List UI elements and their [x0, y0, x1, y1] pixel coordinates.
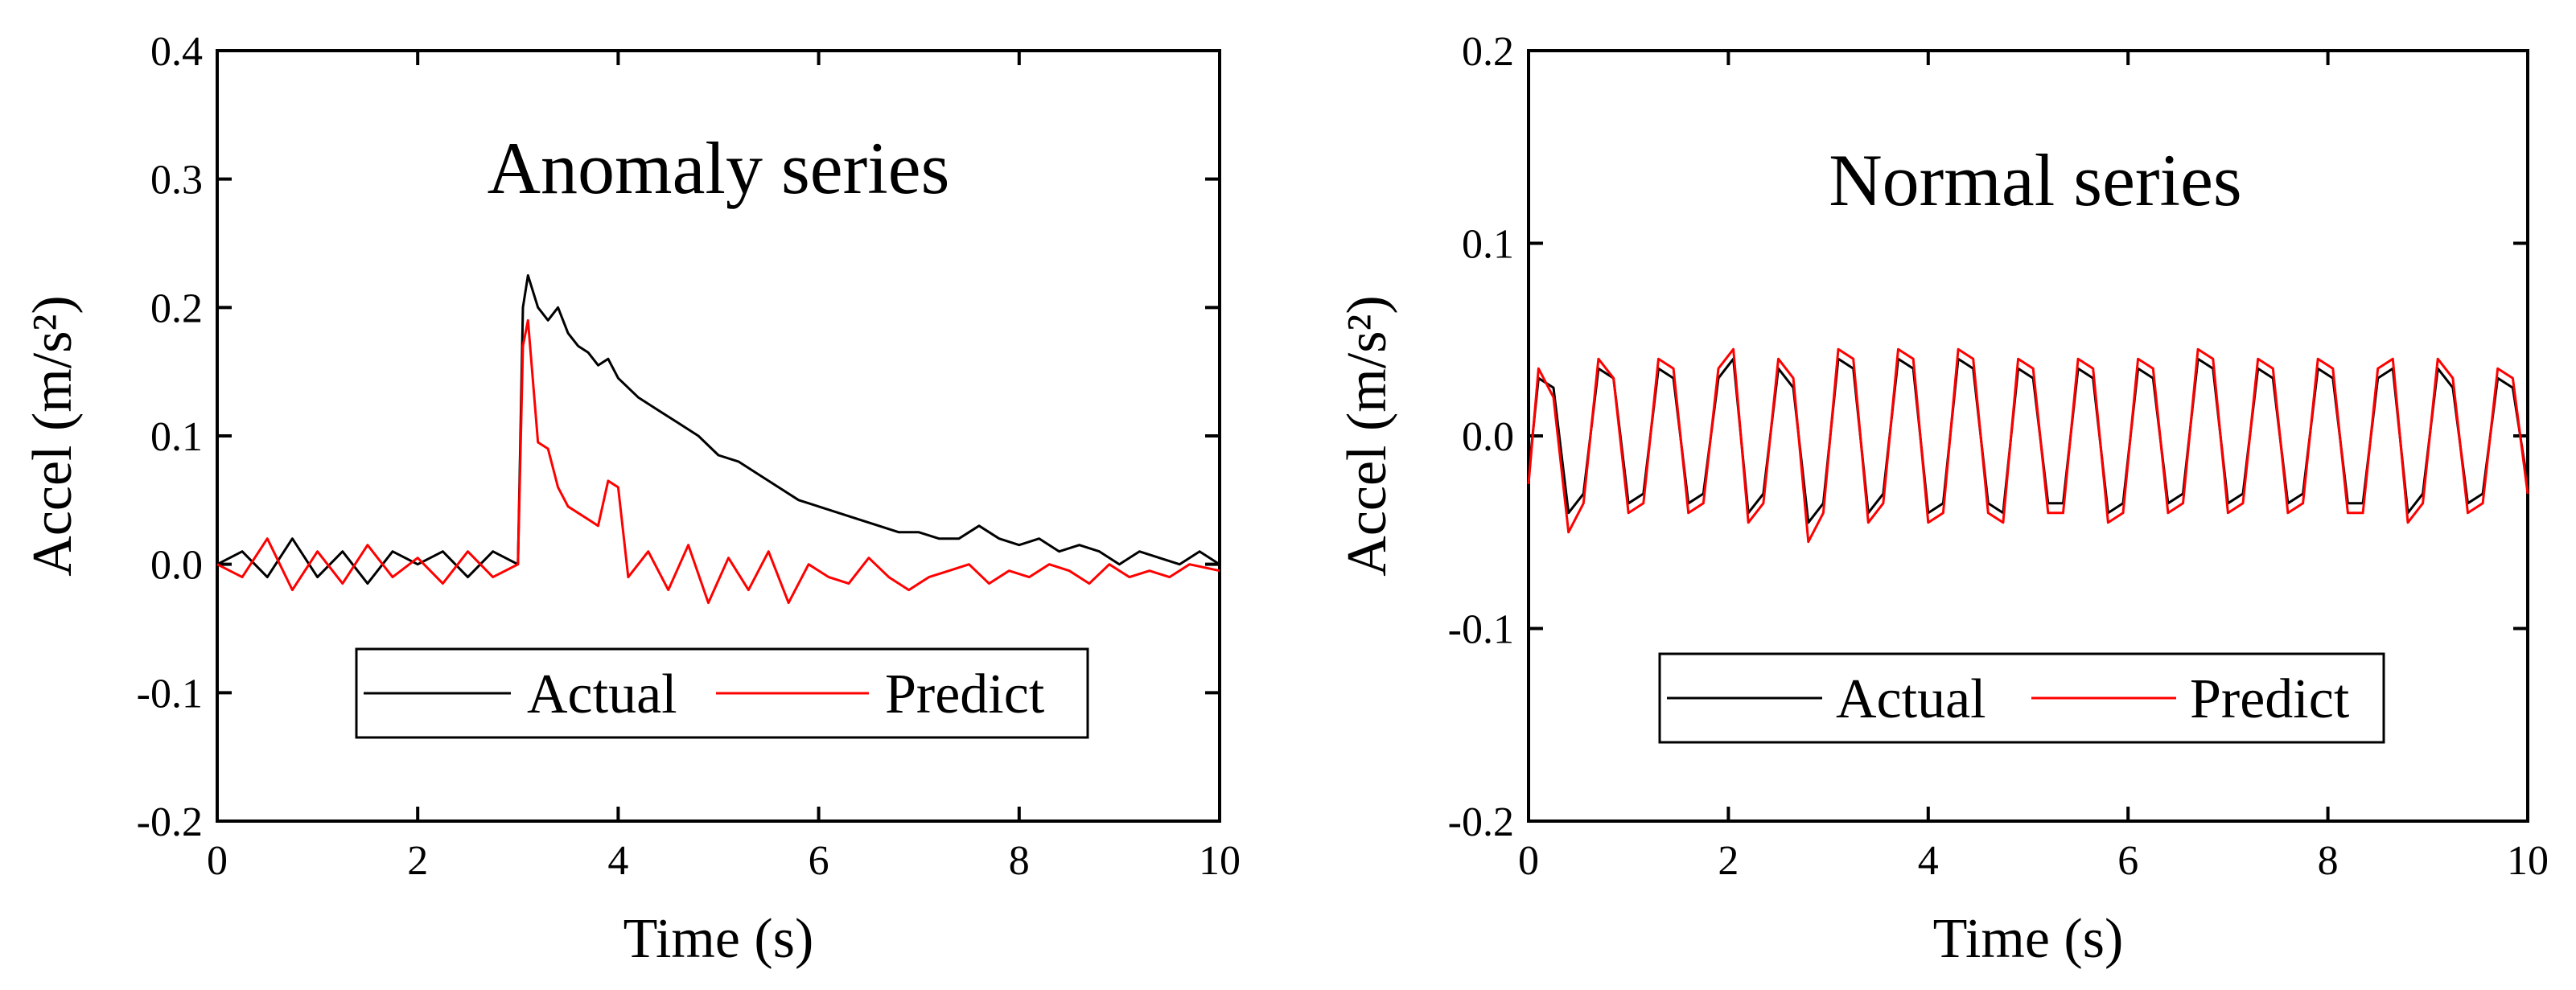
normal-ytick-0p2-label: 0.2: [1462, 29, 1514, 75]
anomaly-xtick-4-label: 4: [607, 838, 628, 884]
normal-legend: Actual Predict: [1658, 652, 2385, 744]
normal-xtick-8-label: 8: [2318, 838, 2339, 884]
normal-ytick-m0p1-label: -0.1: [1448, 607, 1514, 653]
anomaly-x-axis-title: Time (s): [623, 908, 814, 970]
normal-ytick-0p0-label: 0.0: [1462, 414, 1514, 460]
anomaly-predict-line: [216, 318, 1220, 605]
normal-xtick-6-label: 6: [2117, 838, 2138, 884]
anomaly-ytick-0p1-label: 0.1: [150, 414, 203, 460]
anomaly-ytick-0p3-label: 0.3: [150, 158, 203, 203]
anomaly-legend: Actual Predict: [355, 647, 1089, 739]
anomaly-xtick-8-label: 8: [1009, 838, 1030, 884]
anomaly-xtick-2-label: 2: [407, 838, 428, 884]
normal-x-axis-title: Time (s): [1933, 908, 2124, 970]
normal-legend-actual-label: Actual: [1836, 668, 1986, 730]
anomaly-ytick-0p0-label: 0.0: [150, 543, 203, 589]
anomaly-legend-actual-label: Actual: [527, 663, 677, 725]
normal-xtick-10-label: 10: [2507, 838, 2549, 884]
anomaly-legend-predict-label: Predict: [885, 663, 1045, 725]
normal-ytick-0p1-label: 0.1: [1462, 222, 1514, 268]
anomaly-actual-line: [216, 273, 1220, 585]
anomaly-ytick-m0p2-label: -0.2: [137, 799, 203, 845]
anomaly-y-axis-title: Accel (m/s²): [22, 295, 84, 576]
anomaly-chart-title: Anomaly series: [488, 127, 950, 209]
anomaly-xtick-6-label: 6: [809, 838, 829, 884]
anomaly-ytick-m0p1-label: -0.1: [137, 671, 203, 717]
normal-chart-panel: 0 2 4 6 8 10 -0.2 -0.1 0.0 0.1 0.2 Normal series T…: [1336, 29, 2549, 970]
normal-plot-lines: [1527, 347, 2529, 544]
normal-xtick-0-label: 0: [1518, 838, 1539, 884]
normal-actual-line: [1527, 357, 2529, 524]
anomaly-xtick-10-label: 10: [1199, 838, 1241, 884]
anomaly-xtick-0-label: 0: [207, 838, 228, 884]
normal-legend-predict-label: Predict: [2190, 668, 2350, 730]
anomaly-chart-panel: 0 2 4 6 8 10 -0.2 -0.1 0.0 0.1 0.2 0.3 0.4 Anomaly s…: [22, 29, 1241, 970]
normal-chart-title: Normal series: [1829, 139, 2242, 221]
anomaly-ticks: 0 2 4 6 8 10 -0.2 -0.1 0.0 0.1 0.2 0.3 0.4: [137, 29, 1241, 884]
anomaly-ytick-0p4-label: 0.4: [150, 29, 203, 75]
normal-ytick-m0p2-label: -0.2: [1448, 799, 1514, 845]
anomaly-ytick-0p2-label: 0.2: [150, 285, 203, 331]
normal-xtick-4-label: 4: [1918, 838, 1939, 884]
normal-ticks: 0 2 4 6 8 10 -0.2 -0.1 0.0 0.1 0.2: [1448, 29, 2549, 884]
normal-xtick-2-label: 2: [1718, 838, 1739, 884]
anomaly-plot-lines: [216, 273, 1220, 605]
normal-y-axis-title: Accel (m/s²): [1336, 295, 1398, 576]
normal-predict-line: [1527, 347, 2529, 544]
